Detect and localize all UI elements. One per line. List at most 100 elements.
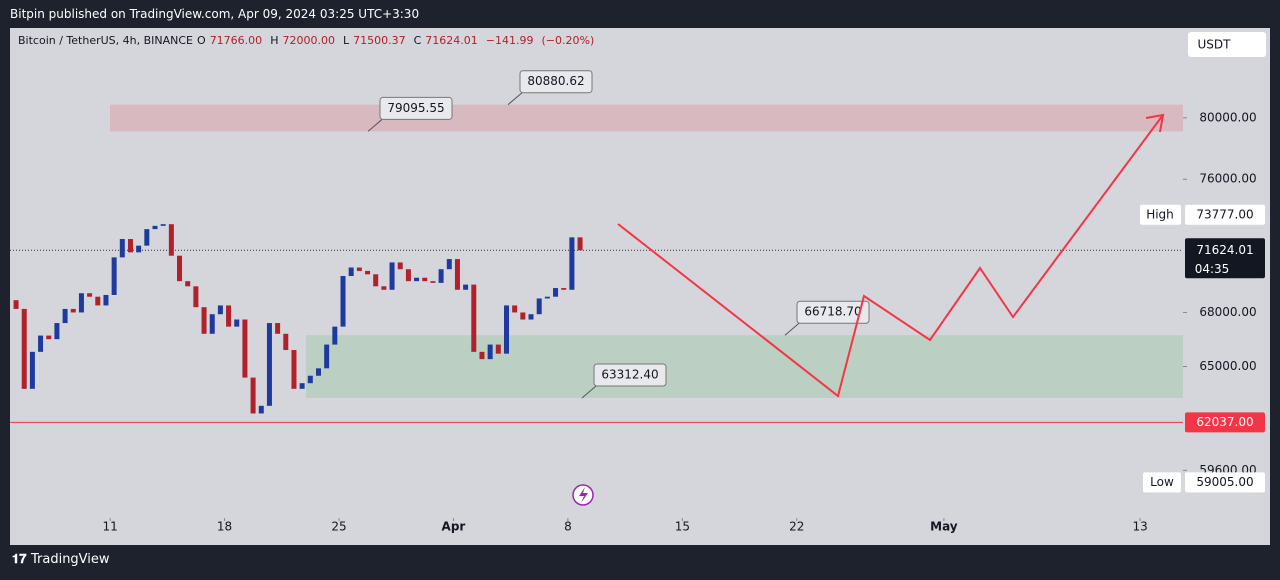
candle-body xyxy=(119,239,125,258)
y-tick-label: 76000.00 xyxy=(1199,172,1256,186)
x-tick-label: 18 xyxy=(217,520,232,534)
candle-body xyxy=(528,314,534,320)
candle-body xyxy=(520,312,526,320)
legend-item: 71500.37 xyxy=(353,34,406,47)
legend-item: H xyxy=(270,34,279,47)
callout-label: 66718.70 xyxy=(804,305,861,319)
brand: TradingView xyxy=(30,552,110,567)
candle-body xyxy=(21,308,27,389)
low-value: 59005.00 xyxy=(1196,475,1253,489)
legend-item: 72000.00 xyxy=(282,34,335,47)
last-price-value: 71624.01 xyxy=(1196,243,1253,257)
footer: 𝟏𝟕 TradingView xyxy=(12,552,110,567)
x-tick-label: Apr xyxy=(442,520,466,534)
candle-body xyxy=(471,284,477,352)
candle-body xyxy=(87,293,93,297)
candle-body xyxy=(136,245,142,253)
candle-body xyxy=(503,305,509,354)
zone xyxy=(306,335,1183,398)
candle-body xyxy=(397,262,403,270)
high-name: High xyxy=(1146,207,1174,221)
candle-body xyxy=(250,377,256,414)
logo: 𝟏𝟕 xyxy=(12,552,31,567)
candle-body xyxy=(13,300,19,309)
candle-body xyxy=(299,383,305,389)
candle-body xyxy=(561,288,567,290)
candle-body xyxy=(373,274,379,287)
candle-body xyxy=(512,305,518,313)
candle-body xyxy=(29,351,35,389)
candle-body xyxy=(266,323,272,406)
candle-body xyxy=(569,237,575,290)
candle-body xyxy=(454,259,460,290)
legend-item: (−0.20%) xyxy=(541,34,595,47)
currency-label: USDT xyxy=(1198,38,1232,52)
y-tick-label: 80000.00 xyxy=(1199,110,1256,124)
candle-body xyxy=(234,319,240,327)
candle-body xyxy=(332,326,338,345)
candle-body xyxy=(258,405,264,414)
y-tick-label: 68000.00 xyxy=(1199,305,1256,319)
x-tick-label: 22 xyxy=(789,520,804,534)
candle-body xyxy=(144,229,150,246)
chart-background xyxy=(10,28,1270,545)
candle-body xyxy=(438,269,444,283)
candle-body xyxy=(414,277,420,282)
legend-item: C xyxy=(413,34,422,47)
candle-body xyxy=(389,262,395,290)
candle-body xyxy=(217,305,223,315)
candle-body xyxy=(185,281,191,287)
candle-body xyxy=(348,267,354,277)
callout-pointer xyxy=(784,322,800,336)
x-tick-label: 15 xyxy=(675,520,690,534)
candle-body xyxy=(356,267,362,271)
candle-body xyxy=(226,305,232,327)
projection-arrow xyxy=(1145,113,1165,133)
candle-body xyxy=(487,344,493,360)
candle-body xyxy=(168,224,174,256)
callout-label: 80880.62 xyxy=(527,74,584,88)
candle-body xyxy=(553,288,559,297)
candle-body xyxy=(291,350,297,389)
candle-body xyxy=(70,308,76,313)
high-box xyxy=(1185,204,1265,225)
currency-button[interactable] xyxy=(1188,32,1266,57)
callout-label: 79095.55 xyxy=(387,101,444,115)
candle-body xyxy=(479,351,485,360)
legend-item: O xyxy=(197,34,206,47)
candle-body xyxy=(365,270,371,275)
candle-body xyxy=(111,257,117,295)
candle-body xyxy=(324,344,330,369)
candle-body xyxy=(209,314,215,334)
candle-body xyxy=(495,344,501,354)
candle-body xyxy=(46,335,52,340)
callout-pointer xyxy=(507,92,523,106)
y-tick-label: 65000.00 xyxy=(1199,359,1256,373)
candle-body xyxy=(160,224,166,226)
x-tick-label: May xyxy=(930,520,958,534)
candle-body xyxy=(127,239,133,253)
callout-label: 63312.40 xyxy=(601,367,658,381)
candle-body xyxy=(381,286,387,290)
callout-box xyxy=(593,363,667,387)
candle-body xyxy=(446,259,452,270)
support-value: 62037.00 xyxy=(1196,415,1253,429)
candle-body xyxy=(152,225,158,230)
candle-body xyxy=(315,368,321,376)
support-box xyxy=(1185,412,1265,433)
candle-body xyxy=(242,319,248,378)
candle-body xyxy=(463,284,469,290)
candle-body xyxy=(536,298,542,315)
callout-pointer xyxy=(367,119,383,132)
countdown: 04:35 xyxy=(1195,262,1230,276)
symbol-title: Bitcoin / TetherUS, 4h, BINANCE xyxy=(18,34,194,47)
candle-body xyxy=(177,255,183,282)
legend: Bitcoin / TetherUS, 4h, BINANCE O 71766.00… xyxy=(18,34,598,47)
callout-box xyxy=(379,96,453,120)
last-price-box xyxy=(1185,238,1265,279)
high-value: 73777.00 xyxy=(1196,207,1253,221)
candle-body xyxy=(340,276,346,327)
candle-body xyxy=(54,323,60,340)
candle-body xyxy=(283,333,289,351)
